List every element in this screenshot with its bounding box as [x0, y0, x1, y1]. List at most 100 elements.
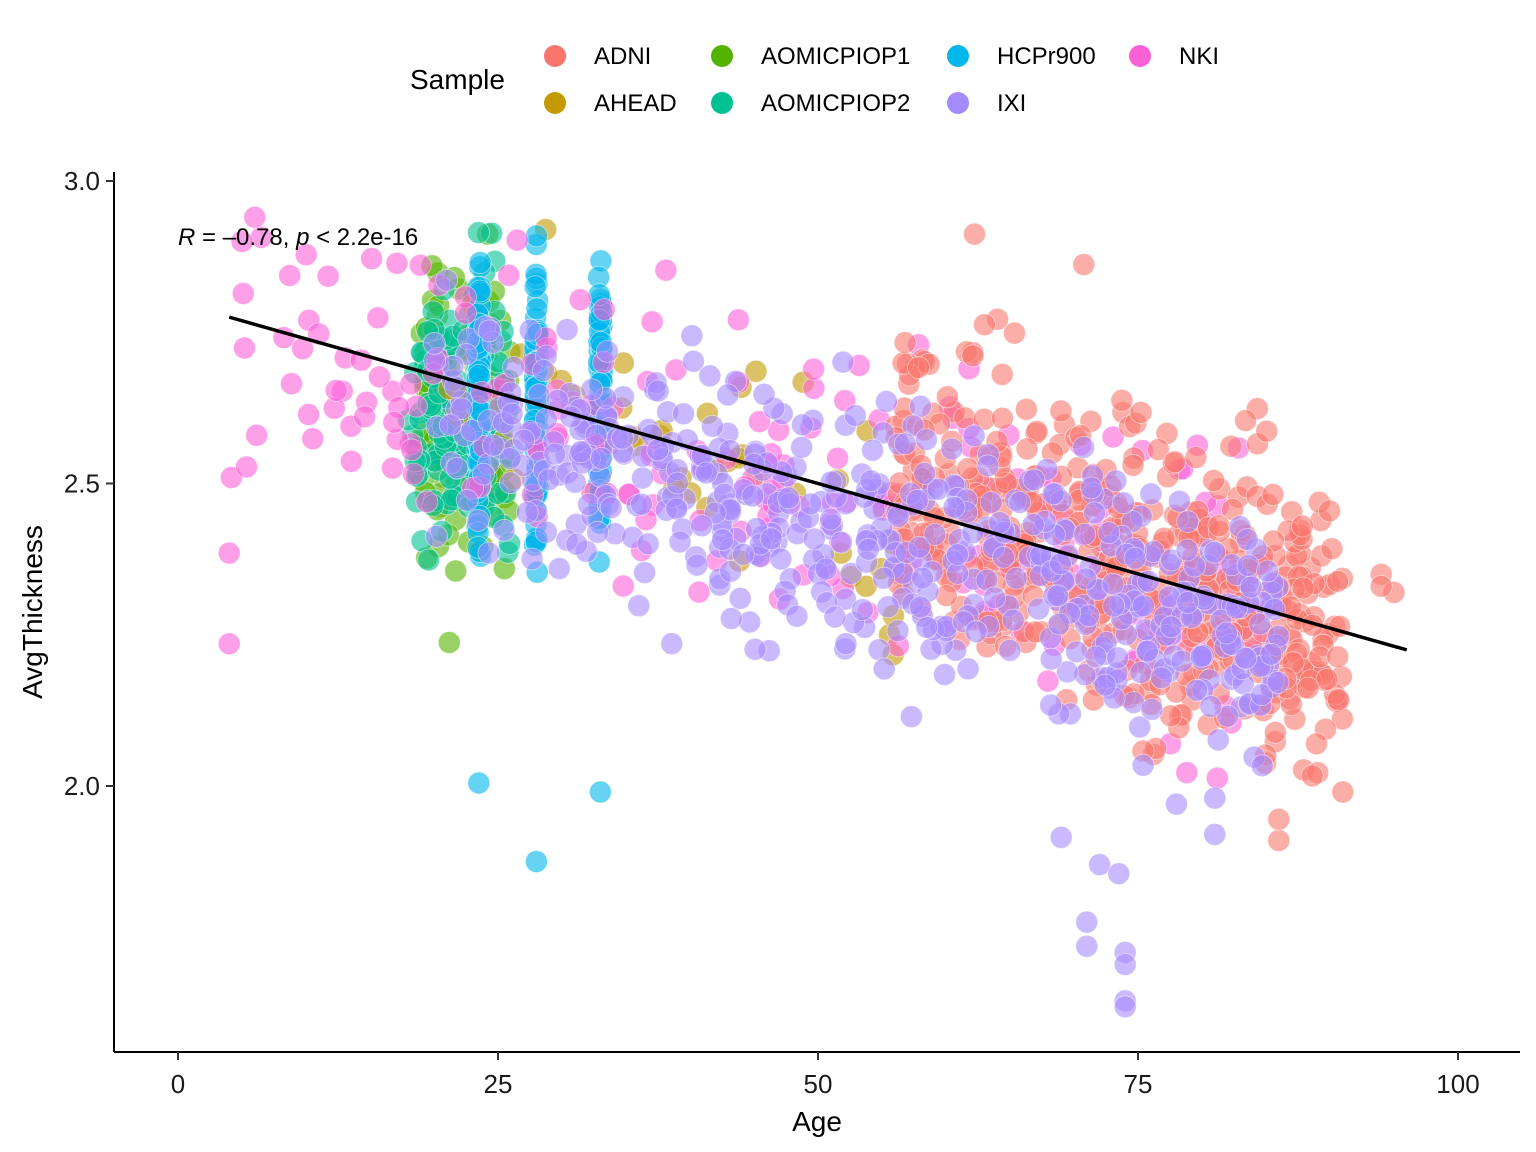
- point-adni: [1015, 437, 1039, 461]
- point-ixi: [962, 424, 986, 448]
- point-ixi: [518, 318, 542, 342]
- point-aomicpiop1: [437, 631, 461, 654]
- point-adni: [1267, 807, 1291, 831]
- point-ixi: [665, 497, 689, 521]
- point-ixi: [1250, 683, 1274, 707]
- legend-label-ahead: AHEAD: [594, 90, 677, 117]
- point-ixi: [590, 446, 613, 470]
- point-ixi: [1001, 608, 1025, 632]
- point-ixi: [976, 454, 1000, 478]
- point-adni: [963, 222, 986, 246]
- point-hcpr900: [525, 297, 549, 321]
- point-nki: [1036, 669, 1060, 693]
- point-ixi: [1104, 469, 1128, 493]
- point-adni: [1202, 469, 1226, 492]
- point-ixi: [1107, 862, 1131, 886]
- point-ixi: [859, 469, 883, 493]
- point-ixi: [435, 268, 459, 292]
- point-adni: [1255, 419, 1279, 443]
- point-ixi: [535, 407, 558, 431]
- point-ixi: [983, 586, 1006, 610]
- point-ixi: [1176, 591, 1200, 614]
- point-ixi: [728, 587, 752, 610]
- y-tick-label: 3.0: [64, 166, 100, 196]
- annotation-p-symbol: p: [295, 224, 309, 251]
- point-adni: [1291, 576, 1315, 600]
- point-nki: [687, 580, 711, 604]
- point-ixi: [1139, 482, 1163, 506]
- point-adni: [1326, 688, 1350, 712]
- point-nki: [245, 423, 269, 447]
- point-ixi: [741, 484, 765, 508]
- legend-marker-hcpr900: [947, 45, 969, 67]
- point-adni: [1184, 446, 1208, 469]
- point-adni: [1326, 569, 1350, 593]
- point-ixi: [1185, 678, 1209, 702]
- point-ixi: [563, 470, 587, 494]
- point-ixi: [1039, 693, 1063, 717]
- point-adni: [1072, 253, 1096, 277]
- legend-label-ixi: IXI: [997, 90, 1026, 117]
- point-nki: [280, 372, 303, 396]
- point-nki: [497, 263, 521, 287]
- point-ixi: [1072, 435, 1095, 459]
- point-ixi: [1113, 953, 1137, 976]
- points-layer: [217, 205, 1406, 1019]
- point-nki: [568, 288, 592, 312]
- point-nki: [1205, 766, 1229, 790]
- point-ixi: [450, 397, 474, 421]
- point-adni: [1003, 321, 1026, 345]
- point-ixi: [500, 402, 524, 426]
- point-ixi: [668, 530, 692, 554]
- point-adni: [1234, 409, 1257, 433]
- point-nki: [399, 372, 423, 396]
- point-nki: [385, 251, 409, 275]
- point-adni: [1129, 400, 1153, 424]
- point-ixi: [1159, 615, 1183, 639]
- point-hcpr900: [468, 251, 492, 274]
- point-aomicpiop2: [467, 221, 490, 245]
- point-ixi: [472, 462, 495, 486]
- point-ixi: [1206, 728, 1230, 752]
- point-ixi: [1259, 642, 1283, 666]
- legend: Sample ADNI AHEAD AOMICPIOP1 AOMICPIOP2 HCPr…: [410, 43, 1219, 117]
- annotation-r-symbol: R: [178, 224, 195, 251]
- point-ixi: [988, 511, 1012, 534]
- point-nki: [297, 403, 321, 426]
- point-nki: [243, 205, 267, 229]
- point-ixi: [839, 562, 863, 585]
- point-ixi: [1004, 566, 1028, 590]
- point-ixi: [492, 518, 516, 542]
- legend-marker-aomicpiop1: [711, 45, 733, 67]
- point-ixi: [580, 378, 604, 402]
- point-ixi: [596, 339, 619, 363]
- point-ixi: [498, 447, 522, 471]
- point-nki: [802, 357, 825, 381]
- point-ixi: [886, 619, 910, 643]
- point-ixi: [599, 496, 623, 520]
- point-ixi: [455, 488, 479, 512]
- annotation-r-text: = –0.78,: [195, 224, 296, 251]
- point-ixi: [695, 461, 718, 485]
- point-nki: [301, 427, 325, 451]
- point-ixi: [690, 514, 714, 538]
- point-ixi: [1175, 538, 1199, 562]
- point-adni: [991, 406, 1014, 430]
- point-nki: [353, 405, 377, 429]
- point-ixi: [1236, 554, 1260, 577]
- point-ixi: [1132, 594, 1155, 618]
- point-nki: [408, 253, 432, 277]
- point-adni: [1305, 732, 1328, 756]
- point-ixi: [512, 428, 535, 452]
- point-adni: [1296, 676, 1320, 700]
- point-adni: [1291, 514, 1314, 538]
- point-nki: [454, 301, 477, 325]
- point-nki: [1175, 761, 1199, 784]
- legend-label-adni: ADNI: [594, 43, 651, 70]
- legend-marker-aomicpiop2: [711, 92, 733, 114]
- y-tick-label: 2.5: [64, 469, 100, 499]
- point-ixi: [923, 523, 947, 546]
- point-ixi: [460, 419, 484, 442]
- point-nki: [727, 308, 750, 332]
